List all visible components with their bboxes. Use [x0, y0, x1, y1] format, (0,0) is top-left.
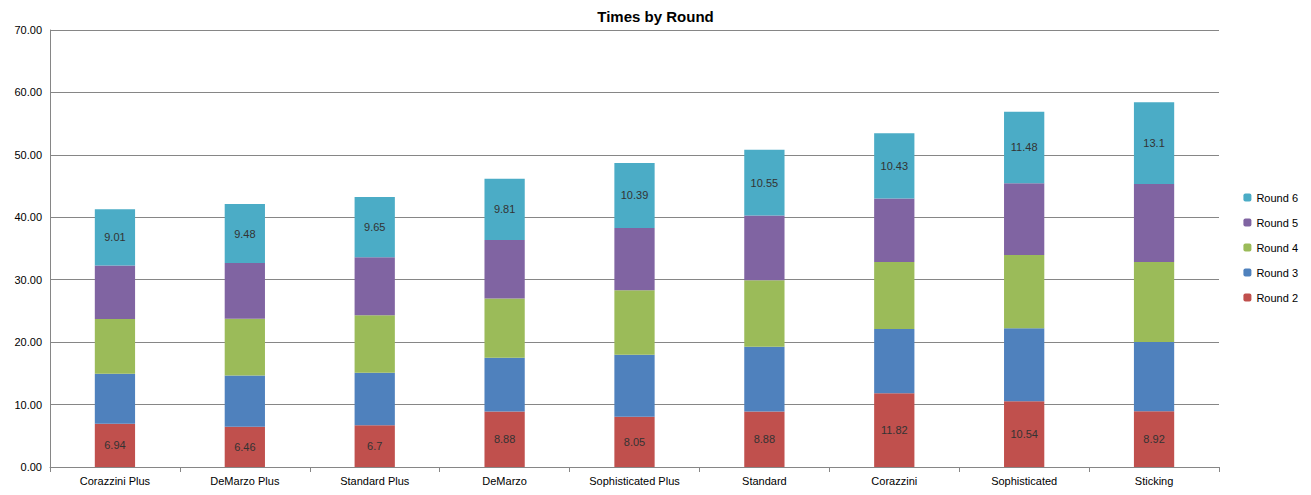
svg-text:11.48: 11.48 — [1011, 141, 1038, 153]
svg-text:10.43: 10.43 — [881, 160, 909, 172]
svg-text:9.81: 9.81 — [494, 203, 515, 215]
svg-text:Standard: Standard — [742, 475, 787, 487]
svg-text:9.48: 9.48 — [234, 228, 255, 240]
svg-text:10.54: 10.54 — [1010, 428, 1038, 440]
svg-text:70.00: 70.00 — [14, 24, 42, 36]
svg-text:8.92: 8.92 — [1143, 433, 1164, 445]
svg-text:Corazzini Plus: Corazzini Plus — [80, 475, 151, 487]
svg-text:6.94: 6.94 — [104, 439, 125, 451]
svg-text:30.00: 30.00 — [14, 274, 42, 286]
svg-text:40.00: 40.00 — [14, 211, 42, 223]
svg-text:50.00: 50.00 — [14, 149, 42, 161]
svg-text:Times by Round: Times by Round — [597, 8, 713, 25]
svg-text:DeMarzo: DeMarzo — [482, 475, 527, 487]
svg-text:10.55: 10.55 — [751, 177, 779, 189]
svg-text:0.00: 0.00 — [21, 461, 42, 473]
svg-text:Sticking: Sticking — [1135, 475, 1174, 487]
svg-text:13.1: 13.1 — [1143, 137, 1164, 149]
svg-text:8.88: 8.88 — [494, 433, 515, 445]
svg-text:Round 5: Round 5 — [1256, 217, 1298, 229]
svg-text:60.00: 60.00 — [14, 86, 42, 98]
svg-text:DeMarzo Plus: DeMarzo Plus — [210, 475, 280, 487]
svg-text:Round 2: Round 2 — [1256, 292, 1298, 304]
svg-text:6.46: 6.46 — [234, 441, 255, 453]
svg-text:6.7: 6.7 — [367, 440, 382, 452]
svg-text:Standard Plus: Standard Plus — [340, 475, 410, 487]
svg-text:Round 6: Round 6 — [1256, 192, 1298, 204]
svg-text:Round 4: Round 4 — [1256, 242, 1298, 254]
svg-text:Sophisticated: Sophisticated — [991, 475, 1057, 487]
svg-text:Sophisticated Plus: Sophisticated Plus — [589, 475, 680, 487]
svg-text:20.00: 20.00 — [14, 336, 42, 348]
svg-text:Round 3: Round 3 — [1256, 267, 1298, 279]
svg-text:8.88: 8.88 — [754, 433, 775, 445]
svg-text:10.00: 10.00 — [14, 399, 42, 411]
svg-text:Corazzini: Corazzini — [871, 475, 917, 487]
svg-text:10.39: 10.39 — [621, 189, 649, 201]
svg-text:9.01: 9.01 — [104, 231, 125, 243]
svg-text:8.05: 8.05 — [624, 436, 645, 448]
svg-text:11.82: 11.82 — [881, 424, 908, 436]
svg-text:9.65: 9.65 — [364, 221, 385, 233]
